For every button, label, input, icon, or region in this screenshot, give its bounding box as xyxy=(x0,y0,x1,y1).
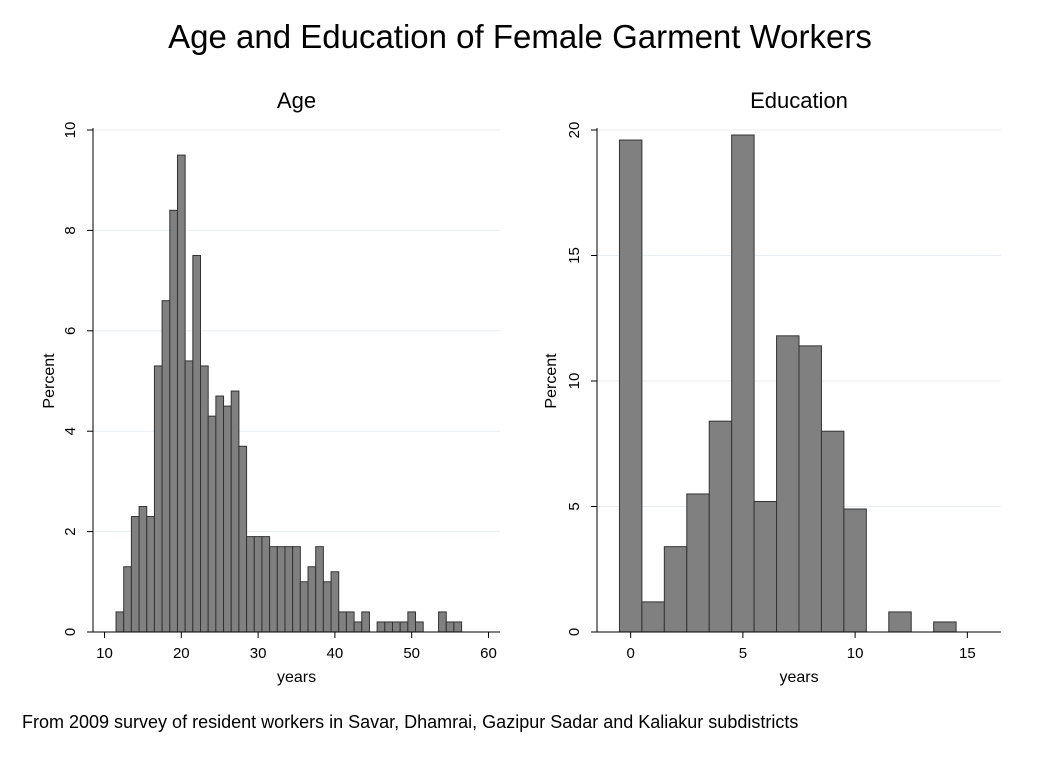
y-tick-label: 8 xyxy=(62,226,79,234)
histogram-bar xyxy=(116,612,124,632)
histogram-bar xyxy=(362,612,370,632)
histogram-bar xyxy=(323,582,331,632)
histogram-bar xyxy=(277,547,285,632)
histogram-bar xyxy=(331,572,339,632)
histogram-bar xyxy=(147,517,155,632)
y-axis-label: Percent xyxy=(543,353,560,409)
histogram-bar xyxy=(934,622,956,632)
x-tick-label: 10 xyxy=(96,645,113,662)
histogram-bar xyxy=(139,507,147,633)
histogram-bar xyxy=(254,537,262,632)
y-tick-label: 2 xyxy=(62,527,79,535)
histogram-bar xyxy=(687,494,709,632)
x-axis-label: years xyxy=(779,669,818,686)
y-tick-label: 0 xyxy=(566,628,583,636)
x-tick-label: 50 xyxy=(403,645,420,662)
histogram-bar xyxy=(416,622,424,632)
x-tick-label: 40 xyxy=(327,645,344,662)
histogram-bar xyxy=(224,406,232,632)
histogram-bar xyxy=(446,622,454,632)
histogram-bar xyxy=(754,501,776,632)
histogram-bar xyxy=(177,155,185,632)
histogram-bar xyxy=(170,210,178,632)
histogram-bar xyxy=(346,612,354,632)
histogram-bar xyxy=(400,622,408,632)
histogram-bar xyxy=(408,612,416,632)
histogram-bar xyxy=(193,256,201,633)
histogram-bar xyxy=(799,346,821,632)
y-tick-label: 4 xyxy=(62,427,79,435)
histogram-bar xyxy=(216,396,224,632)
histogram-bar xyxy=(285,547,293,632)
y-tick-label: 0 xyxy=(62,628,79,636)
histogram-bar xyxy=(300,582,308,632)
x-tick-label: 10 xyxy=(847,645,864,662)
histogram-bar xyxy=(154,366,162,632)
y-tick-label: 15 xyxy=(566,247,583,264)
x-tick-label: 60 xyxy=(480,645,497,662)
histogram-bar xyxy=(664,547,686,632)
histogram-bar xyxy=(124,567,132,632)
histogram-bar xyxy=(354,622,362,632)
histogram-bar xyxy=(162,301,170,632)
histogram-bar xyxy=(262,537,270,632)
x-tick-label: 30 xyxy=(250,645,267,662)
histogram-bar xyxy=(889,612,911,632)
x-tick-label: 0 xyxy=(626,645,634,662)
histogram-bar xyxy=(131,517,139,632)
histogram-bar xyxy=(642,602,664,632)
figure-note: From 2009 survey of resident workers in … xyxy=(22,712,798,733)
y-tick-label: 5 xyxy=(566,502,583,510)
panel-title: Age xyxy=(277,88,316,113)
x-axis-label: years xyxy=(277,669,316,686)
histogram-bar xyxy=(231,391,239,632)
histogram-bar xyxy=(201,366,209,632)
histogram-bar xyxy=(777,336,799,632)
x-tick-label: 15 xyxy=(959,645,976,662)
x-tick-label: 5 xyxy=(739,645,747,662)
histogram-bar xyxy=(270,547,278,632)
histogram-bar xyxy=(454,622,462,632)
histogram-bar xyxy=(439,612,447,632)
x-tick-label: 20 xyxy=(173,645,190,662)
histogram-bar xyxy=(247,537,255,632)
histogram-bar xyxy=(821,431,843,632)
panel-education: 0 5 10 15 20 0 5 10 15 Education years Percent xyxy=(543,88,1001,686)
panel-age: 0 2 4 6 8 10 10 20 30 40 50 60 Age years Percent xyxy=(41,88,500,686)
histogram-bar xyxy=(619,140,641,632)
y-tick-label: 6 xyxy=(62,327,79,335)
histogram-bar xyxy=(308,567,316,632)
histogram-bar xyxy=(392,622,400,632)
y-tick-label: 10 xyxy=(566,373,583,390)
histogram-bar xyxy=(844,509,866,632)
histogram-bar xyxy=(385,622,393,632)
histogram-bar xyxy=(339,612,347,632)
histogram-bar xyxy=(732,135,754,632)
histogram-bar xyxy=(208,416,216,632)
y-axis-label: Percent xyxy=(41,353,58,409)
histogram-bar xyxy=(709,421,731,632)
y-tick-label: 10 xyxy=(62,122,79,139)
histogram-bar xyxy=(316,547,324,632)
y-tick-label: 20 xyxy=(566,122,583,139)
histogram-bar xyxy=(377,622,385,632)
histogram-bar xyxy=(293,547,301,632)
histogram-bar xyxy=(239,446,247,632)
histogram-bar xyxy=(185,361,193,632)
panel-title: Education xyxy=(750,88,848,113)
